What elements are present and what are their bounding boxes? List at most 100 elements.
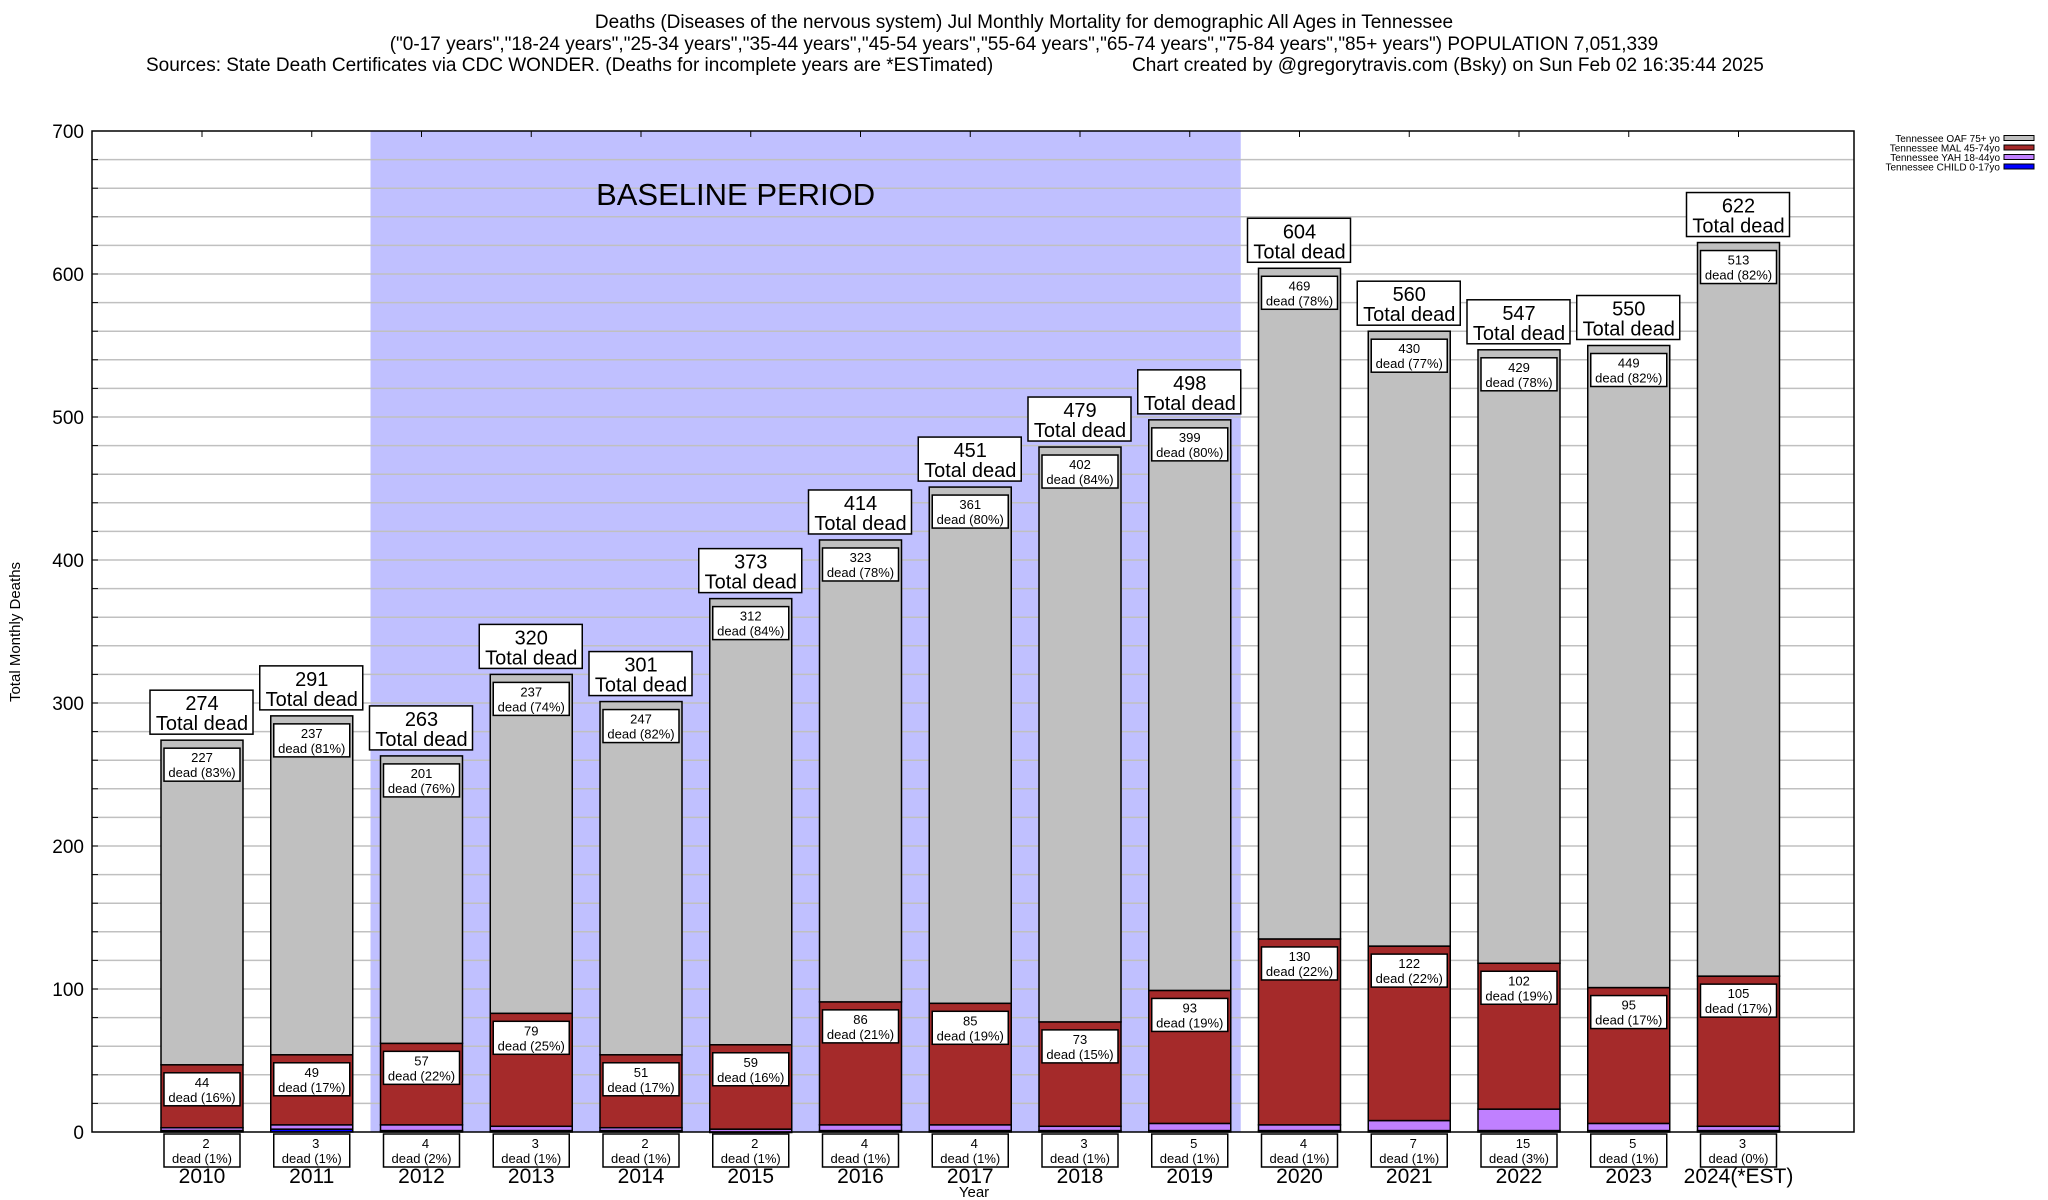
bar-segment-tennessee-yah-18-44yo [1587,1122,1671,1132]
y-tick-label: 700 [52,122,84,143]
total-label-text: Total dead [814,513,906,535]
total-label-value: 274 [185,693,218,715]
x-tick-label: 2010 [179,1165,226,1188]
segment-label-value: 79 [524,1023,538,1038]
plot-frame [91,130,1855,1133]
segment-label-value: 85 [963,1013,977,1028]
x-tick-label: 2014 [618,1165,665,1188]
legend-label: Tennessee MAL 45-74yo [1890,144,2001,155]
segment-label-pct: dead (19%) [937,1028,1004,1043]
segment-label-value: 237 [301,726,323,741]
segment-label-value: 4 [1300,1136,1307,1151]
y-tick-label: 500 [52,408,84,429]
total-label-text: Total dead [1144,393,1236,415]
segment-label-box [163,1072,241,1107]
y-tick-label: 300 [52,694,84,715]
segment-label-box [1041,1133,1119,1168]
x-tick-label: 2019 [1166,1165,1213,1188]
segment-label-pct: dead (1%) [831,1151,891,1166]
x-tick-label: 2013 [508,1165,555,1188]
bar-segment-tennessee-oaf-75-yo [599,700,683,1056]
segment-label-value: 201 [411,766,433,781]
segment-label-value: 95 [1622,998,1636,1013]
segment-label-pct: dead (21%) [827,1027,894,1042]
total-label-box [1466,299,1571,345]
legend-label: Tennessee OAF 75+ yo [1895,134,2000,145]
bar-segment-tennessee-yah-18-44yo [1148,1122,1232,1132]
x-tick-label: 2023 [1605,1165,1652,1188]
total-label-text: Total dead [1583,319,1675,341]
total-label-value: 479 [1063,400,1096,422]
segment-label-value: 5 [1190,1136,1197,1151]
segment-label-value: 51 [634,1065,648,1080]
total-label-text: Total dead [1473,323,1565,345]
segment-label-box [821,547,900,582]
segment-label-value: 86 [853,1012,867,1027]
segment-label-pct: dead (80%) [1156,445,1223,460]
segment-label-box [1699,983,1778,1018]
segment-label-box [602,1062,680,1097]
segment-label-value: 3 [532,1136,539,1151]
y-axis-label: Total Monthly Deaths [7,562,24,702]
segment-label-value: 4 [422,1136,429,1151]
segment-label-value: 402 [1069,457,1091,472]
segment-label-pct: dead (74%) [498,699,565,714]
total-label-text: Total dead [266,689,358,711]
segment-label-pct: dead (83%) [168,765,235,780]
x-tick-label: 2024(*EST) [1684,1165,1794,1188]
total-label-value: 622 [1722,196,1755,218]
segment-label-pct: dead (77%) [1376,356,1443,371]
total-label-box [1027,396,1132,442]
segment-label-value: 2 [751,1136,758,1151]
segment-label-value: 5 [1629,1136,1636,1151]
segment-label-box [1151,427,1229,462]
total-label-box [1685,191,1791,238]
segment-label-box [1151,997,1229,1033]
bar-segment-tennessee-oaf-75-yo [1148,419,1232,992]
segment-label-value: 105 [1728,986,1750,1001]
segment-label-box [382,1133,461,1168]
bar-segment-tennessee-oaf-75-yo [1257,267,1342,940]
x-tick-label: 2011 [289,1165,334,1188]
x-tick-label: 2016 [837,1165,884,1188]
segment-label-pct: dead (82%) [607,727,674,742]
total-label-text: Total dead [485,647,577,669]
segment-label-box [821,1009,900,1044]
legend-label: Tennessee YAH 18-44yo [1890,153,2000,164]
y-tick-label: 600 [52,265,84,286]
segment-label-box [1041,454,1119,489]
segment-label-box [931,1010,1009,1046]
bar-segment-tennessee-yah-18-44yo [928,1124,1012,1132]
segment-label-value: 44 [195,1075,209,1090]
segment-label-pct: dead (1%) [940,1151,1000,1166]
segment-label-value: 2 [641,1136,648,1151]
segment-label-pct: dead (16%) [717,1070,784,1085]
legend-swatch [2003,144,2035,151]
segment-label-pct: dead (78%) [1266,293,1333,308]
segment-label-pct: dead (1%) [172,1151,232,1166]
total-label-value: 414 [844,493,877,515]
total-label-box [478,623,583,670]
segment-label-box [273,1133,351,1168]
bar-segment-tennessee-yah-18-44yo [1477,1108,1561,1132]
segment-label-pct: dead (2%) [392,1151,452,1166]
segment-label-box [1590,1133,1668,1168]
segment-label-value: 430 [1398,341,1420,356]
chart-title: Deaths (Diseases of the nervous system) … [594,12,1454,33]
segment-label-pct: dead (1%) [1160,1151,1220,1166]
segment-label-value: 49 [305,1065,319,1080]
total-label-box [1137,369,1242,415]
total-label-value: 547 [1502,303,1535,325]
bar-segment-tennessee-oaf-75-yo [379,755,464,1045]
chart-subtitle: ("0-17 years","18-24 years","25-34 years… [389,34,1659,55]
total-label-value: 291 [295,669,328,691]
segment-label-pct: dead (82%) [1705,268,1772,283]
total-label-value: 373 [734,552,767,574]
baseline-annotation: BASELINE PERIOD [596,177,875,212]
segment-label-box [1480,1133,1558,1168]
total-label-box [368,705,474,751]
segment-label-pct: dead (1%) [282,1151,342,1166]
segment-label-value: 513 [1728,253,1750,268]
segment-label-box [163,1133,241,1168]
